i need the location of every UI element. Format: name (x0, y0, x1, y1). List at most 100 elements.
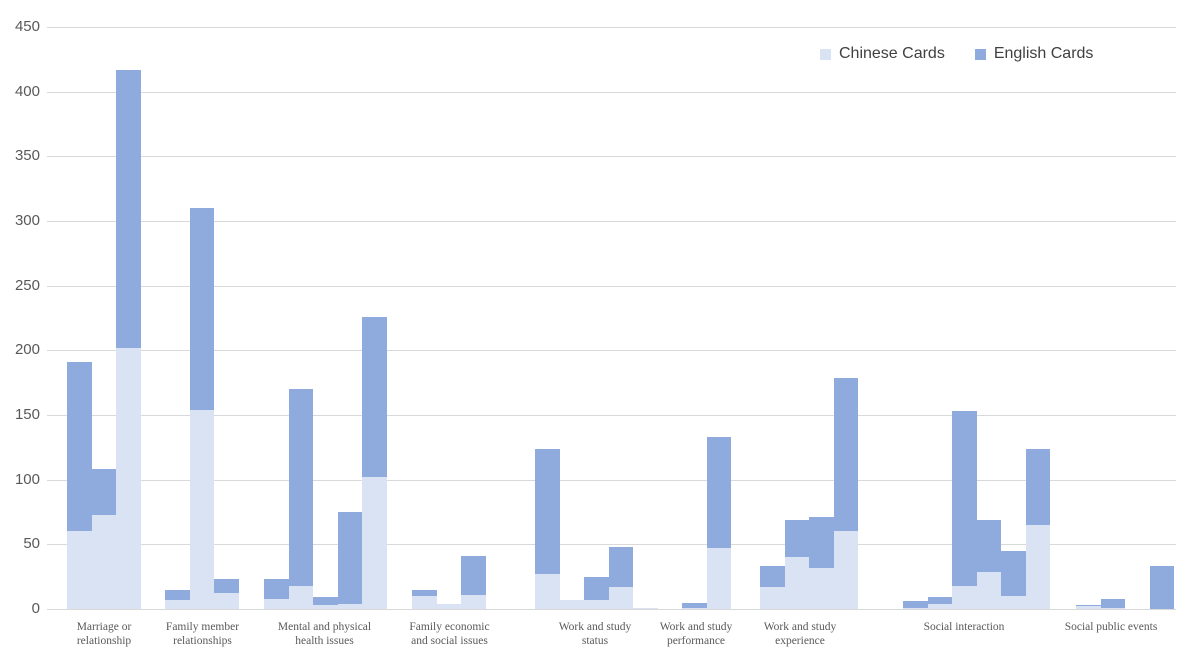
stacked-bar (1149, 566, 1174, 609)
bar-segment-chinese (313, 605, 338, 609)
legend-label-chinese: Chinese Cards (839, 45, 945, 62)
bar-segment-english (976, 519, 1001, 572)
stacked-bar (436, 603, 461, 609)
bar-segment-english (165, 589, 190, 600)
bar-group (264, 316, 387, 609)
bar-segment-english (584, 576, 609, 600)
bar-group (535, 448, 658, 609)
bar-segment-chinese (116, 347, 141, 609)
stacked-bar (976, 519, 1001, 609)
y-axis-tick-label: 350 (14, 147, 40, 165)
bar-segment-chinese (927, 603, 952, 609)
bar-segment-english (1025, 448, 1050, 525)
stacked-bar (1001, 550, 1026, 609)
bar-segment-english (91, 469, 116, 515)
stacked-bar (584, 576, 609, 609)
stacked-bar (1025, 448, 1050, 609)
bar-segment-chinese (91, 514, 116, 609)
y-axis-tick-label: 400 (14, 82, 40, 100)
gridline (47, 350, 1176, 352)
gridline (47, 544, 1176, 546)
bar-segment-english (264, 579, 289, 599)
bar-segment-chinese (461, 594, 486, 609)
bar-segment-chinese (436, 603, 461, 609)
y-axis-tick-label: 450 (14, 18, 40, 35)
stacked-bar (1100, 598, 1125, 609)
bar-segment-chinese (760, 587, 785, 609)
stacked-bar (91, 469, 116, 609)
bar-segment-chinese (288, 585, 313, 609)
bar-segment-english (1100, 598, 1125, 608)
bar-segment-chinese (189, 409, 214, 609)
gridline (47, 285, 1176, 287)
bar-segment-chinese (264, 598, 289, 609)
stacked-bar (833, 377, 858, 609)
bar-segment-english (535, 448, 560, 575)
bar-segment-chinese (1001, 596, 1026, 609)
bar-segment-english (214, 579, 239, 594)
y-axis-tick-label: 300 (14, 212, 40, 229)
stacked-bar (952, 411, 977, 609)
y-axis-tick-label: 50 (23, 535, 40, 553)
bar-segment-english (288, 389, 313, 586)
bar-segment-english (1001, 550, 1026, 597)
bar-segment-chinese (1076, 606, 1101, 609)
category-label: Mental and physical health issues (277, 621, 372, 647)
y-axis-tick-label: 250 (14, 276, 40, 294)
gridline (47, 27, 1176, 28)
bar-segment-english (760, 566, 785, 588)
y-axis-tick-label: 0 (31, 600, 40, 617)
bar-segment-chinese (1025, 524, 1050, 609)
gridline (47, 479, 1176, 481)
bar-segment-english (189, 208, 214, 410)
legend-swatch-english-icon (974, 48, 986, 60)
stacked-bar (264, 579, 289, 609)
bar-segment-chinese (559, 599, 584, 609)
bar-segment-english (608, 546, 633, 588)
category-label: Family member relationships (165, 621, 240, 647)
gridline (47, 156, 1176, 158)
stacked-bar (903, 601, 928, 609)
bar-segment-english (362, 316, 387, 478)
gridline (47, 221, 1176, 222)
bar-segment-english (1076, 605, 1101, 607)
bar-group (903, 411, 1050, 609)
stacked-bar (313, 597, 338, 609)
stacked-bar (927, 597, 952, 609)
bar-segment-chinese (633, 607, 658, 609)
legend-swatch-chinese-icon (820, 48, 831, 60)
category-label: Social public events (1064, 621, 1158, 633)
category-label: Work and study experience (763, 621, 837, 647)
bar-group (412, 555, 486, 609)
bar-segment-chinese (952, 585, 977, 609)
stacked-bar (559, 599, 584, 609)
y-axis-tick-label: 150 (14, 406, 40, 423)
bar-segment-chinese (809, 567, 834, 609)
bar-group (67, 69, 141, 609)
bar-segment-english (927, 597, 952, 604)
bar-segment-english (706, 437, 731, 549)
bar-segment-chinese (165, 599, 190, 609)
legend-item-english-cards: English Cards (974, 45, 1094, 63)
bar-group (760, 377, 858, 609)
stacked-bar (214, 579, 239, 609)
bar-segment-chinese (833, 531, 858, 609)
bar-segment-chinese (903, 607, 928, 609)
bar-segment-chinese (214, 593, 239, 609)
bar-segment-english (337, 512, 362, 604)
bar-segment-chinese (976, 571, 1001, 609)
category-label: Work and study status (558, 621, 632, 647)
stacked-bar (362, 316, 387, 609)
stacked-bar (706, 437, 731, 609)
stacked-bar (337, 512, 362, 609)
legend-label-english: English Cards (993, 45, 1094, 62)
bar-segment-english (1149, 566, 1174, 609)
bar-group (1076, 566, 1174, 609)
category-label: Work and study performance (659, 621, 733, 647)
bar-group (165, 208, 239, 609)
stacked-bar (288, 389, 313, 609)
y-axis-tick-label: 200 (14, 341, 40, 359)
bar-segment-chinese (535, 574, 560, 609)
bar-segment-english (833, 377, 858, 532)
stacked-bar (165, 589, 190, 609)
